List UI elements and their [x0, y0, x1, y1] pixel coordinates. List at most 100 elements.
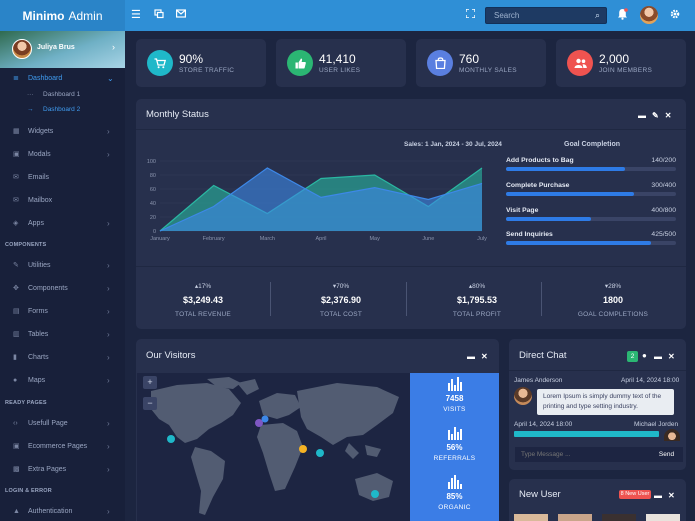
chat-bubble-icon[interactable] — [154, 9, 164, 22]
map-marker[interactable] — [316, 449, 324, 457]
close-icon[interactable]: ✕ — [668, 352, 681, 361]
new-user-avatar[interactable] — [602, 514, 636, 521]
top-bar: Minimo Admin ☰ Search ⌕ — [0, 0, 695, 31]
y-tick-label: 100 — [147, 159, 156, 165]
chat-count-badge: 2 — [627, 351, 638, 362]
users-icon — [567, 50, 593, 76]
minimize-icon[interactable]: ▬ — [638, 111, 652, 120]
sidebar-item-tables[interactable]: ▥ Tables › — [0, 326, 125, 342]
new-user-avatar[interactable] — [514, 514, 548, 521]
minimize-icon[interactable]: ▬ — [654, 352, 668, 361]
map-marker[interactable] — [167, 435, 175, 443]
chat-message — [514, 431, 659, 437]
sidebar-item-components[interactable]: ✥ Components › — [0, 280, 125, 296]
envelope-icon[interactable] — [176, 9, 187, 21]
sidebar-item-label: Maps — [28, 376, 46, 384]
stat-label: STORE TRAFFIC — [179, 67, 235, 74]
notification-bell-icon[interactable] — [617, 8, 628, 23]
sidebar-item-extra-pages[interactable]: ▩ Extra Pages › — [0, 461, 125, 477]
series-line-2 — [159, 167, 483, 232]
chat-message-input[interactable] — [515, 447, 650, 462]
close-icon[interactable]: ✕ — [481, 352, 494, 361]
chevron-right-icon: › — [107, 418, 110, 428]
stat-value: 760 — [459, 52, 480, 66]
sidebar-item-forms[interactable]: ▤ Forms › — [0, 303, 125, 319]
goal-name: Visit Page — [506, 207, 539, 214]
y-tick-label: 0 — [153, 229, 156, 235]
divider — [136, 129, 686, 130]
divider — [406, 282, 407, 316]
sidebar-profile[interactable]: Juliya Brus › — [0, 31, 125, 68]
sidebar-item-modals[interactable]: ▣ Modals › — [0, 146, 125, 162]
map-marker[interactable] — [299, 445, 307, 453]
sidebar-item-ecommerce[interactable]: ▣ Ecommerce Pages › — [0, 438, 125, 454]
search-input[interactable]: Search ⌕ — [485, 7, 607, 24]
y-tick-label: 20 — [150, 215, 156, 221]
card-tools: ▬✕ — [654, 352, 681, 361]
sidebar-item-dashboard[interactable]: ≣ Dashboard ⌄ — [0, 70, 125, 86]
send-button[interactable]: Send — [650, 447, 683, 462]
sidebar-item-authentication[interactable]: ▲ Authentication › — [0, 503, 125, 519]
fullscreen-icon[interactable] — [465, 8, 476, 21]
chevron-right-icon: › — [107, 441, 110, 451]
world-map[interactable]: + − — [137, 373, 410, 521]
sidebar-item-widgets[interactable]: ▦ Widgets › — [0, 123, 125, 139]
sidebar-item-mailbox[interactable]: ✉ Mailbox — [0, 192, 125, 208]
sidebar-item-label: Emails — [28, 173, 50, 181]
minimize-icon[interactable]: ▬ — [467, 352, 481, 361]
goal-value: 400/800 — [651, 207, 676, 214]
sidebar-item-maps[interactable]: ● Maps › — [0, 372, 125, 388]
new-user-avatar[interactable] — [558, 514, 592, 521]
visitor-stat-organic: 85% ORGANIC — [410, 475, 499, 511]
map-zoom-out-button[interactable]: − — [143, 397, 157, 410]
metric-total-revenue: ▴17% $3,249.43 TOTAL REVENUE — [136, 282, 270, 318]
goal-progress-fill — [506, 241, 651, 245]
minimize-icon[interactable]: ▬ — [654, 491, 668, 500]
user-avatar[interactable] — [640, 6, 658, 24]
envelope-icon: ✉ — [13, 174, 19, 181]
sidebar-item-label: Modals — [28, 150, 51, 158]
map-pin-icon: ● — [13, 376, 18, 384]
sidebar-item-label: Forms — [28, 307, 48, 315]
menu-toggle-icon[interactable]: ☰ — [131, 9, 141, 21]
stat-label: MONTHLY SALES — [459, 67, 517, 74]
close-icon[interactable]: ✕ — [668, 491, 681, 500]
window-icon: ▣ — [13, 151, 20, 158]
arrow-right-icon: → — [27, 106, 34, 113]
sidebar-item-usefull-page[interactable]: ‹› Usefull Page › — [0, 415, 125, 431]
shopping-bag-icon — [427, 50, 453, 76]
brand-logo[interactable]: Minimo Admin — [0, 0, 125, 31]
goal-progress-fill — [506, 192, 634, 196]
settings-gear-icon[interactable] — [669, 8, 681, 23]
chat-bubble-icon[interactable]: ● — [642, 351, 647, 360]
divider — [541, 282, 542, 316]
thumbs-up-icon — [287, 50, 313, 76]
goal-progress-bar — [506, 192, 676, 196]
sidebar-section-login: LOGIN & ERROR — [5, 488, 52, 494]
metric-amount: $1,795.53 — [456, 295, 498, 305]
goal-progress-bar — [506, 241, 676, 245]
visitor-stats-panel: 7458 VISITS 56% REFERRALS 85% ORGANIC — [410, 373, 499, 521]
brand-rest: Admin — [68, 8, 103, 23]
sidebar-subitem-dashboard-1[interactable]: ··· Dashboard 1 — [0, 91, 125, 103]
new-user-avatar[interactable] — [646, 514, 680, 521]
sidebar-subitem-dashboard-2[interactable]: → Dashboard 2 — [0, 106, 125, 118]
goal-completion-title: Goal Completion — [564, 141, 620, 148]
sidebar-item-apps[interactable]: ◈ Apps › — [0, 215, 125, 231]
sidebar-item-emails[interactable]: ✉ Emails — [0, 169, 125, 185]
stat-value: 41,410 — [319, 52, 356, 66]
chevron-down-icon: ⌄ — [107, 73, 114, 83]
y-tick-label: 40 — [150, 201, 156, 207]
wrench-icon[interactable]: ✎ — [652, 111, 665, 120]
map-marker[interactable] — [261, 415, 269, 423]
stat-value: 90% — [179, 52, 204, 66]
chevron-right-icon[interactable]: › — [112, 42, 115, 52]
map-zoom-in-button[interactable]: + — [143, 376, 157, 389]
close-icon[interactable]: ✕ — [664, 111, 678, 120]
map-marker[interactable] — [371, 490, 379, 498]
world-map-shapes — [151, 377, 399, 515]
sidebar-item-utilities[interactable]: ✎ Utilities › — [0, 257, 125, 273]
search-icon[interactable]: ⌕ — [594, 10, 600, 20]
map-marker[interactable] — [255, 419, 263, 427]
sidebar-item-charts[interactable]: ▮ Charts › — [0, 349, 125, 365]
